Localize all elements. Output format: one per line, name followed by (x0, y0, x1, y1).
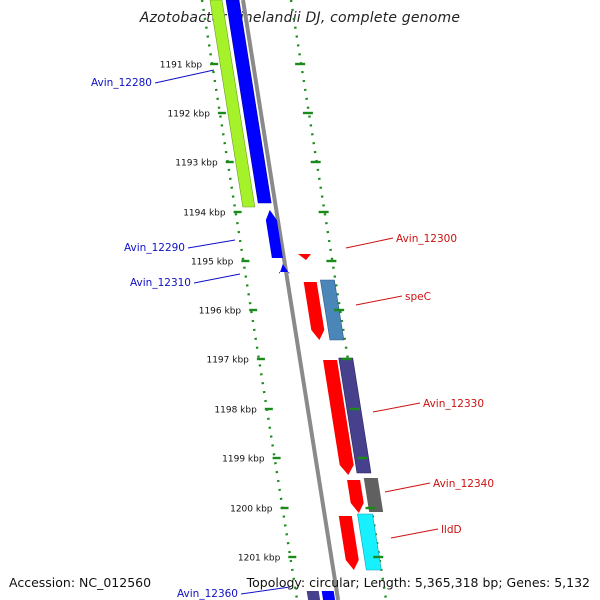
reverse-feature-stub (321, 591, 336, 600)
ruler-tick-label: 1191 kbp (160, 61, 203, 71)
gray-feature-block (363, 478, 384, 512)
gene-label: Avin_12340 (433, 478, 494, 490)
backbone-line (241, 0, 341, 600)
position-ruler: 1191 kbp 1192 kbp 1193 kbp 1194 kbp 1195 kbp… (160, 61, 384, 564)
forward-gene-arrow (303, 282, 325, 340)
accession-label: Accession: NC_012560 (9, 575, 152, 590)
ruler-tick-label: 1196 kbp (199, 307, 242, 317)
reverse-gene-arrow (265, 210, 283, 258)
gene-label: lldD (441, 524, 462, 536)
ruler-tick-label: 1198 kbp (214, 406, 257, 416)
gene-leader-line (372, 402, 421, 413)
gene-leader-line (187, 239, 236, 249)
gene-leader-line (384, 482, 431, 493)
gene-leader-line (390, 528, 439, 539)
reverse-gene-arrow-small (279, 264, 290, 274)
reverse-feature-block (225, 0, 272, 204)
gene-leader-line (345, 237, 394, 249)
ruler-tick-label: 1199 kbp (222, 455, 265, 465)
steel-feature-block (320, 279, 345, 341)
ruler-tick-label: 1194 kbp (183, 209, 226, 219)
gene-label: Avin_12360 (177, 588, 238, 600)
gene-label: Avin_12290 (124, 242, 185, 254)
gene-features (209, 0, 384, 600)
ruler-tick-label: 1192 kbp (168, 110, 211, 120)
ruler-tick-label: 1201 kbp (238, 554, 281, 564)
gene-label: speC (405, 291, 431, 303)
purple-feature-stub (306, 591, 321, 600)
gene-leader-line (154, 69, 215, 84)
gene-leader-line (355, 295, 403, 306)
gene-label: Avin_12310 (130, 277, 191, 289)
ruler-tick-label: 1197 kbp (206, 356, 249, 366)
cyan-feature-block (357, 513, 382, 571)
ruler-tick-label: 1200 kbp (230, 505, 273, 515)
ruler-tick-label: 1193 kbp (175, 159, 218, 169)
gene-leader-line (240, 586, 291, 595)
gene-label: Avin_12300 (396, 233, 457, 245)
forward-gene-marker (298, 254, 311, 260)
forward-gene-arrow (338, 516, 359, 570)
gene-leader-line (193, 273, 241, 284)
forward-gene-arrow (347, 480, 364, 513)
forward-gene-arrow (323, 360, 354, 475)
lime-feature-block (209, 0, 256, 208)
gene-labels: Avin_12280 Avin_12290 Avin_12310 Avin_12300… (91, 69, 494, 600)
genome-summary: Topology: circular; Length: 5,365,318 bp… (246, 575, 590, 590)
gene-label: Avin_12280 (91, 77, 152, 89)
gene-label: Avin_12330 (423, 398, 484, 410)
ruler-tick-label: 1195 kbp (191, 258, 234, 268)
